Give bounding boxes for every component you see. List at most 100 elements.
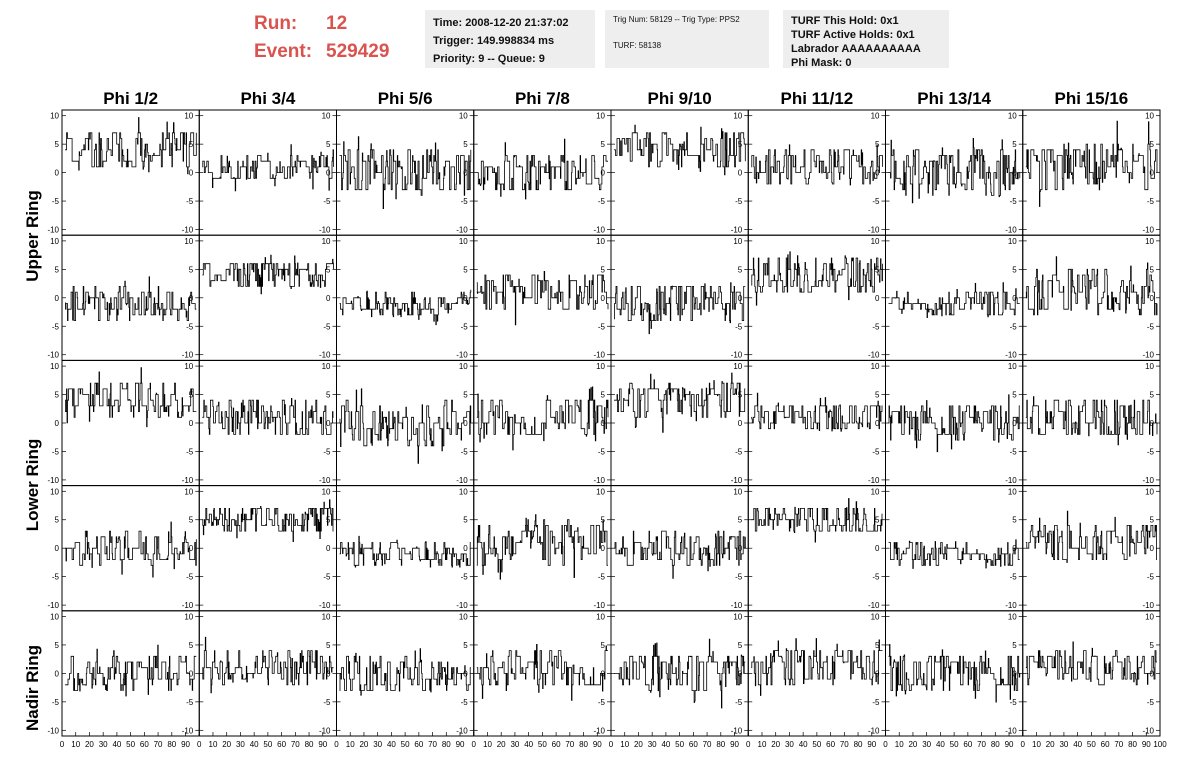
y-tick-label: 10 [322,487,331,496]
y-tick-label: 5 [463,516,468,525]
y-tick-label: 0 [463,294,468,303]
y-tick-label: -10 [731,726,743,735]
y-tick-label: 0 [601,419,606,428]
phi-column-label: Phi 9/10 [647,89,711,108]
x-tick-label: 80 [854,740,863,749]
x-tick-label: 60 [552,740,561,749]
y-tick-label: 10 [322,612,331,621]
y-tick-label: -10 [1005,351,1017,360]
y-tick-label: -5 [872,573,880,582]
y-tick-label: 10 [1008,487,1017,496]
y-tick-label: -10 [182,226,194,235]
y-tick-label: 0 [738,669,743,678]
y-tick-label: 10 [596,237,605,246]
y-tick-label: -5 [872,447,880,456]
y-tick-label: -10 [1005,601,1017,610]
y-tick-label: -10 [593,601,605,610]
y-tick-label: 10 [322,112,331,121]
x-tick-label: 10 [209,740,218,749]
y-tick-label: 10 [459,362,468,371]
y-tick-label: -10 [731,476,743,485]
x-tick-label: 70 [977,740,986,749]
x-tick-label: 60 [1101,740,1110,749]
y-tick-label: -5 [323,698,331,707]
y-tick-label: 5 [189,516,194,525]
y-tick-label: 0 [326,294,331,303]
y-tick-label: -5 [735,322,743,331]
x-tick-label: 90 [867,740,876,749]
panel-frame [747,485,886,612]
waveform-trace [202,398,334,435]
y-tick-label: -5 [1147,573,1155,582]
x-tick-label: 90 [318,740,327,749]
x-tick-label: 30 [922,740,931,749]
y-tick-label: 5 [1150,140,1155,149]
y-tick-label: -5 [1010,698,1018,707]
y-tick-label: -5 [598,573,606,582]
waveform-trace [476,138,608,200]
y-tick-label: -10 [593,726,605,735]
x-tick-label: 0 [334,740,339,749]
x-tick-label: 30 [1059,740,1068,749]
y-tick-label: -5 [872,322,880,331]
x-tick-label: 70 [428,740,437,749]
x-tick-label: 0 [746,740,751,749]
y-tick-label: -10 [456,601,468,610]
y-tick-label: -5 [598,698,606,707]
y-tick-label: 10 [322,362,331,371]
y-tick-label: -10 [182,476,194,485]
x-tick-label: 70 [565,740,574,749]
x-tick-label: 10 [758,740,767,749]
y-tick-label: 5 [326,391,331,400]
y-tick-label: 0 [875,169,880,178]
y-tick-label: 5 [326,140,331,149]
phi-column-label: Phi 1/2 [103,89,158,108]
x-tick-label: 70 [703,740,712,749]
y-tick-label: -5 [461,322,469,331]
y-tick-label: -10 [182,726,194,735]
y-tick-label: 5 [738,641,743,650]
y-tick-label: -5 [323,322,331,331]
x-tick-label: 90 [730,740,739,749]
x-tick-label: 0 [883,740,888,749]
y-tick-label: 5 [326,516,331,525]
waveform-trace [202,636,334,694]
x-tick-label: 50 [263,740,272,749]
x-tick-label: 70 [840,740,849,749]
y-tick-label: 0 [189,419,194,428]
x-tick-label: 40 [1073,740,1082,749]
x-tick-label: 60 [963,740,972,749]
time-text: Time: 2008-12-20 21:37:02 [433,17,569,29]
y-tick-label: 5 [1012,516,1017,525]
waveform-trace [888,644,1021,703]
y-tick-label: 10 [871,487,880,496]
y-tick-label: -5 [872,698,880,707]
waveform-trace [614,530,746,579]
x-tick-label: 50 [812,740,821,749]
y-tick-label: -10 [1142,476,1154,485]
y-tick-label: 5 [1012,265,1017,274]
x-tick-label: 80 [305,740,314,749]
y-tick-label: -5 [323,573,331,582]
x-tick-label: 50 [401,740,410,749]
x-tick-label: 90 [1005,740,1014,749]
waveform-trace [614,638,746,709]
x-tick-label: 50 [126,740,135,749]
y-tick-label: -5 [598,197,606,206]
y-tick-label: -5 [52,573,60,582]
waveform-trace [339,388,472,464]
y-tick-label: -10 [456,351,468,360]
y-tick-label: 0 [463,669,468,678]
y-tick-label: 10 [1008,612,1017,621]
y-tick-label: -10 [1142,726,1154,735]
waveform-trace [751,392,883,432]
y-tick-label: 5 [1150,391,1155,400]
y-tick-label: -5 [461,197,469,206]
y-tick-label: 10 [733,362,742,371]
y-tick-label: -10 [1142,601,1154,610]
waveform-trace [888,394,1020,453]
y-tick-label: 0 [189,294,194,303]
x-tick-label: 0 [472,740,477,749]
y-tick-label: -10 [868,351,880,360]
run-event-box: Run: 12 Event: 529429 [254,10,389,66]
